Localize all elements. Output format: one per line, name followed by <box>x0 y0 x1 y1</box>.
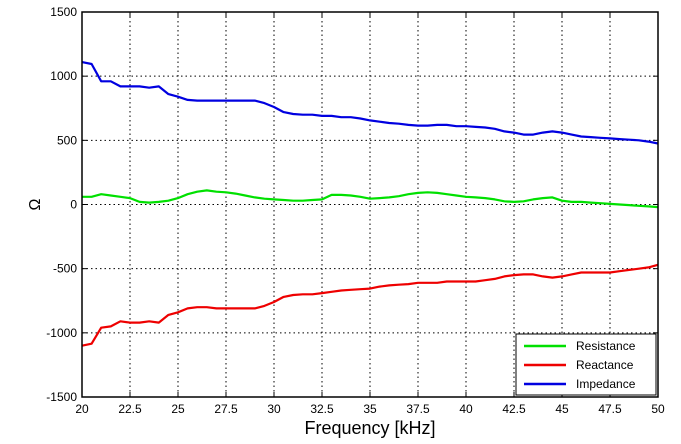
y-tick-label: 0 <box>70 198 77 212</box>
series-layer <box>81 61 659 347</box>
x-tick-label: 30 <box>267 402 281 416</box>
y-axis-label: Ω <box>27 198 44 210</box>
x-tick-label: 35 <box>363 402 377 416</box>
x-tick-label: 32.5 <box>310 402 334 416</box>
y-tick-label: -1000 <box>46 326 77 340</box>
x-axis-label: Frequency [kHz] <box>304 418 435 438</box>
series-line-impedance <box>81 61 659 145</box>
x-tick-label: 37.5 <box>406 402 430 416</box>
series-line-reactance <box>81 263 659 347</box>
legend-label-resistance: Resistance <box>576 339 636 353</box>
x-tick-label: 27.5 <box>214 402 238 416</box>
y-tick-label: 500 <box>57 133 77 147</box>
x-tick-label: 25 <box>171 402 185 416</box>
y-tick-label: 1000 <box>50 69 77 83</box>
legend-label-impedance: Impedance <box>576 377 636 391</box>
y-tick-label: -1500 <box>46 390 77 404</box>
series-line-resistance <box>82 189 659 209</box>
y-tick-label: -500 <box>53 262 77 276</box>
x-tick-label: 45 <box>555 402 569 416</box>
x-tick-label: 22.5 <box>118 402 142 416</box>
grid <box>82 12 658 397</box>
y-tick-label: 1500 <box>50 5 77 19</box>
x-tick-label: 42.5 <box>502 402 526 416</box>
x-tick-label: 50 <box>651 402 665 416</box>
legend-label-reactance: Reactance <box>576 358 634 372</box>
legend: Resistance Reactance Impedance <box>515 333 657 396</box>
x-tick-label: 40 <box>459 402 473 416</box>
axes: 20 22.5 25 27.5 30 32.5 35 37.5 40 42.5 45 47.5 50 15… <box>46 5 665 416</box>
x-tick-label: 47.5 <box>598 402 622 416</box>
x-tick-label: 20 <box>75 402 89 416</box>
